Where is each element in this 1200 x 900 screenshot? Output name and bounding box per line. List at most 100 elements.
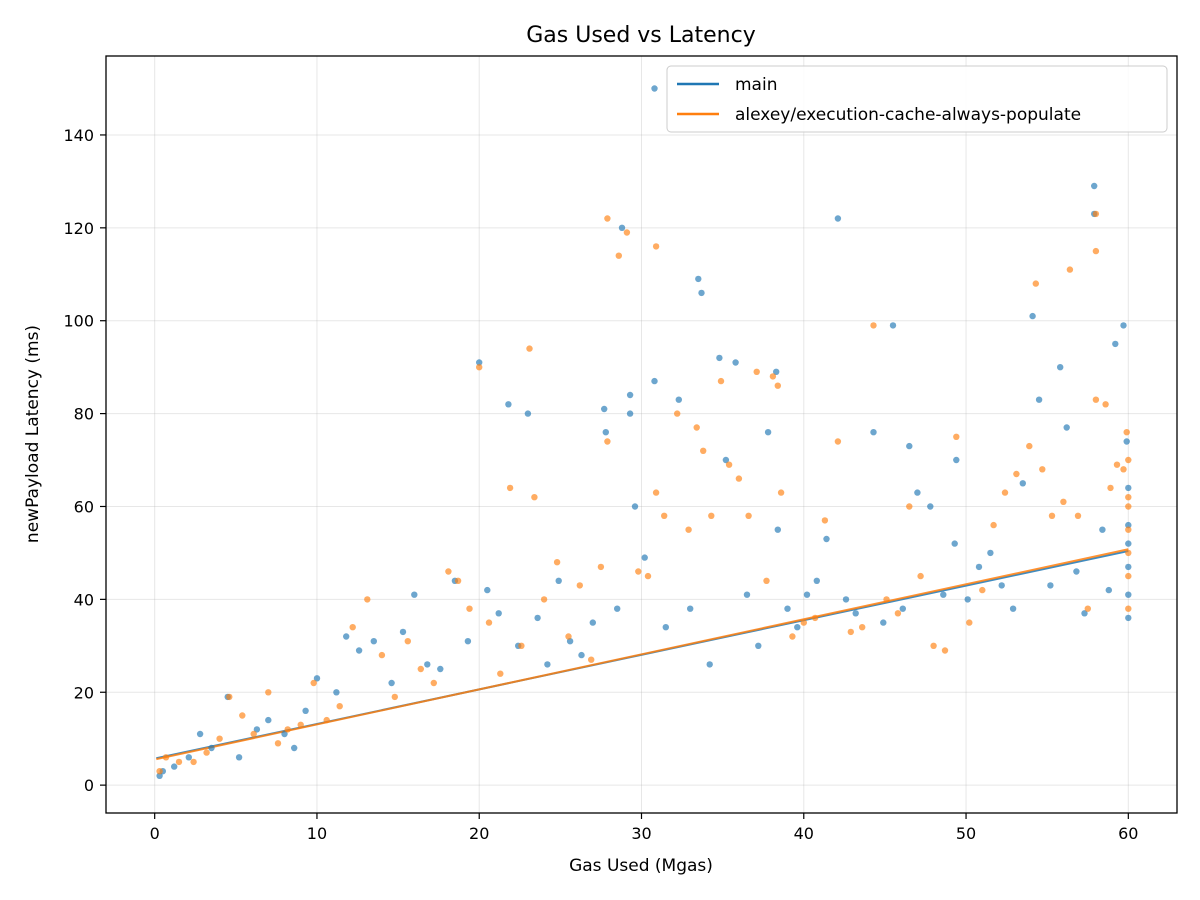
y-axis-label: newPayload Latency (ms) <box>23 325 43 543</box>
data-point-main <box>823 535 830 543</box>
data-point-alexey <box>661 512 668 519</box>
data-point-alexey <box>652 489 660 496</box>
x-tick-label: 50 <box>956 824 976 843</box>
data-point-main <box>302 707 309 714</box>
data-point-main <box>755 642 762 649</box>
data-point-main <box>906 442 913 450</box>
data-point-main <box>698 289 705 297</box>
data-point-main <box>1057 364 1064 371</box>
data-point-alexey <box>417 665 424 673</box>
data-point-alexey <box>364 596 371 603</box>
data-point-alexey <box>1125 572 1132 580</box>
x-tick-label: 30 <box>631 824 651 843</box>
data-point-main <box>651 377 658 385</box>
data-point-alexey <box>674 410 681 417</box>
y-tick-label: 120 <box>63 219 94 238</box>
data-point-alexey <box>1120 466 1127 473</box>
legend: main alexey/execution-cache-always-popul… <box>666 65 1168 133</box>
data-point-main <box>1091 182 1098 190</box>
data-point-alexey <box>1092 396 1100 403</box>
data-point-alexey <box>894 610 902 617</box>
data-point-main <box>555 577 562 584</box>
data-point-alexey <box>226 693 233 701</box>
data-point-alexey <box>156 768 163 775</box>
chart-title: Gas Used vs Latency <box>526 23 755 48</box>
data-point-alexey <box>553 559 561 566</box>
data-point-main <box>505 401 512 408</box>
data-point-main <box>185 754 192 761</box>
data-point-main <box>196 730 204 738</box>
data-point-alexey <box>565 633 572 640</box>
data-point-alexey <box>540 596 548 603</box>
data-point-alexey <box>1066 266 1074 273</box>
data-point-main <box>764 429 772 436</box>
data-point-main <box>1009 605 1017 612</box>
data-point-main <box>437 665 444 673</box>
data-point-alexey <box>597 563 605 571</box>
data-point-main <box>842 596 850 603</box>
data-point-main <box>675 396 682 403</box>
data-point-alexey <box>1125 605 1132 612</box>
data-point-alexey <box>635 568 642 575</box>
data-point-alexey <box>800 619 807 626</box>
data-point-alexey <box>1092 247 1100 255</box>
data-point-main <box>914 489 921 496</box>
data-point-alexey <box>391 693 398 701</box>
data-point-alexey <box>623 229 631 236</box>
grid-lines <box>106 56 1177 813</box>
data-point-main <box>601 405 608 413</box>
data-point-main <box>631 503 639 510</box>
data-point-alexey <box>604 215 611 222</box>
x-tick-label: 40 <box>794 824 814 843</box>
data-point-main <box>687 605 694 612</box>
data-point-main <box>355 647 363 654</box>
data-point-main <box>281 730 288 738</box>
data-point-alexey <box>1125 503 1132 510</box>
data-point-main <box>589 619 596 626</box>
data-point-alexey <box>1125 456 1132 464</box>
data-point-alexey <box>497 670 504 677</box>
data-point-main <box>265 716 272 724</box>
data-point-alexey <box>700 447 707 454</box>
data-point-alexey <box>162 754 170 761</box>
data-point-alexey <box>979 586 986 594</box>
data-point-main <box>614 605 621 612</box>
data-point-main <box>399 628 407 636</box>
data-point-alexey <box>870 322 877 329</box>
y-tick-label: 140 <box>63 126 94 145</box>
data-point-main <box>722 456 730 464</box>
y-tick-label: 60 <box>74 497 94 516</box>
x-tick-label: 10 <box>307 824 327 843</box>
data-point-alexey <box>284 726 291 733</box>
data-point-main <box>618 224 626 231</box>
data-point-main <box>716 354 723 362</box>
data-point-alexey <box>485 619 493 626</box>
data-point-main <box>370 638 377 645</box>
data-point-alexey <box>506 484 514 492</box>
data-point-alexey <box>1102 401 1109 408</box>
data-point-alexey <box>1026 442 1033 450</box>
data-point-main <box>626 410 634 417</box>
legend-label-main: main <box>735 75 777 95</box>
data-point-alexey <box>859 624 866 631</box>
data-point-alexey <box>203 749 210 756</box>
data-point-alexey <box>821 517 829 524</box>
data-point-main <box>171 763 178 770</box>
x-axis-label: Gas Used (Mgas) <box>569 856 713 876</box>
data-point-main <box>1063 424 1070 431</box>
data-point-main <box>424 661 431 668</box>
data-point-alexey <box>735 475 743 482</box>
data-point-alexey <box>1113 461 1121 468</box>
x-tick-label: 20 <box>469 824 489 843</box>
data-point-main <box>1123 438 1130 445</box>
data-point-alexey <box>774 382 781 389</box>
data-point-alexey <box>789 633 796 640</box>
data-point-alexey <box>990 521 997 529</box>
data-point-alexey <box>763 577 770 584</box>
data-point-alexey <box>1092 210 1100 218</box>
data-point-alexey <box>1107 484 1114 492</box>
legend-label-alexey: alexey/execution-cache-always-populate <box>735 105 1081 125</box>
data-point-main <box>1112 340 1119 348</box>
data-point-main <box>253 726 261 733</box>
